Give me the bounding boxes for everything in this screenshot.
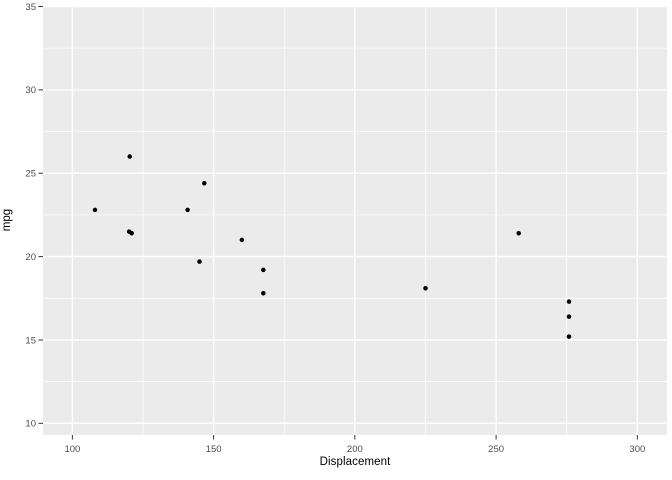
y-axis-title: mpg <box>1 208 13 232</box>
y-axis-tick-label: 35 <box>25 2 36 13</box>
y-axis-tick-label: 30 <box>25 85 36 96</box>
x-axis-tick-label: 300 <box>629 444 645 455</box>
x-axis-title: Displacement <box>319 456 391 468</box>
data-point <box>261 267 266 273</box>
x-axis-tick-label: 200 <box>347 444 363 455</box>
y-axis-tick-label: 15 <box>25 335 36 346</box>
data-point <box>127 154 132 159</box>
data-point <box>423 286 428 291</box>
x-axis-tick-label: 150 <box>206 444 222 455</box>
data-point <box>92 207 98 213</box>
data-point <box>566 334 572 339</box>
y-axis-tick-label: 10 <box>25 419 36 430</box>
data-point <box>261 291 266 296</box>
data-point <box>197 259 202 264</box>
data-point <box>516 231 521 236</box>
data-point <box>185 207 190 213</box>
data-point <box>566 299 572 304</box>
data-point <box>202 180 207 186</box>
data-point <box>129 231 134 236</box>
data-point <box>239 237 245 243</box>
data-point <box>566 314 572 319</box>
y-axis-tick-label: 20 <box>25 252 36 263</box>
x-axis-tick-label: 250 <box>488 444 504 455</box>
y-axis-tick-label: 25 <box>25 169 36 180</box>
x-axis-tick-label: 100 <box>64 444 80 455</box>
